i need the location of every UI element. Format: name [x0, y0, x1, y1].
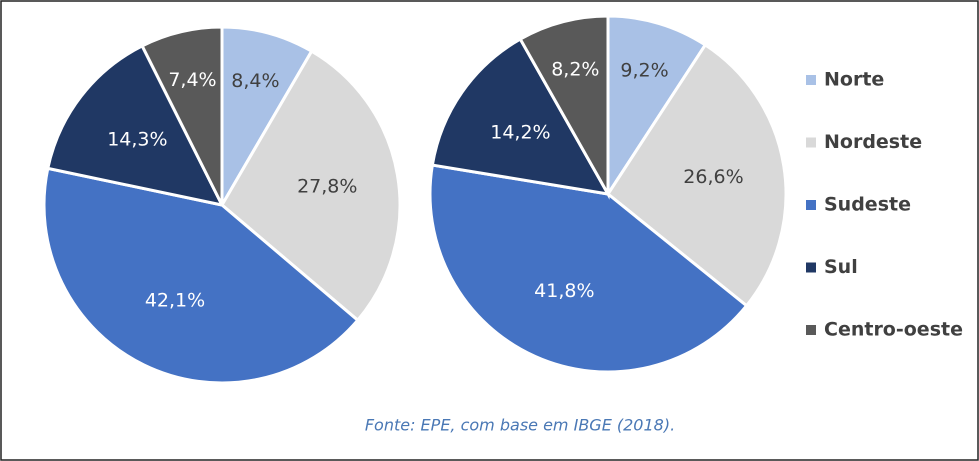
legend-swatch: [806, 262, 816, 273]
legend-swatch: [806, 325, 816, 335]
pie-slice: [140, 25, 224, 206]
pie-slice: [220, 49, 402, 323]
data-label: 41,8%: [534, 280, 594, 302]
data-label: 14,2%: [490, 121, 550, 143]
legend-swatch: [806, 200, 816, 210]
data-label: 27,8%: [297, 175, 357, 197]
data-label: 8,4%: [231, 70, 279, 92]
pie-slice: [428, 163, 749, 374]
legend-swatch: [806, 137, 816, 148]
legend-label: Nordeste: [824, 131, 922, 153]
data-label: 9,2%: [620, 60, 668, 82]
data-label: 42,1%: [145, 289, 205, 311]
legend-swatch: [806, 75, 816, 85]
legend-label: Sul: [824, 256, 858, 278]
legend-label: Sudeste: [824, 194, 911, 216]
pie-slice: [518, 14, 610, 200]
data-label: 7,4%: [168, 69, 216, 91]
pie-slice: [606, 14, 708, 200]
data-label: 8,2%: [551, 59, 599, 81]
pie-slice: [46, 43, 225, 208]
legend-label: Norte: [824, 69, 884, 91]
data-label: 26,6%: [683, 166, 743, 188]
source-note: Fonte: EPE, com base em IBGE (2018).: [365, 416, 675, 435]
pie-slice: [42, 166, 360, 385]
pie-slice: [606, 42, 788, 308]
legend-label: Centro-oeste: [824, 319, 963, 341]
pie-slice: [220, 25, 314, 211]
pie-slice: [430, 37, 611, 196]
data-label: 14,3%: [107, 128, 167, 150]
